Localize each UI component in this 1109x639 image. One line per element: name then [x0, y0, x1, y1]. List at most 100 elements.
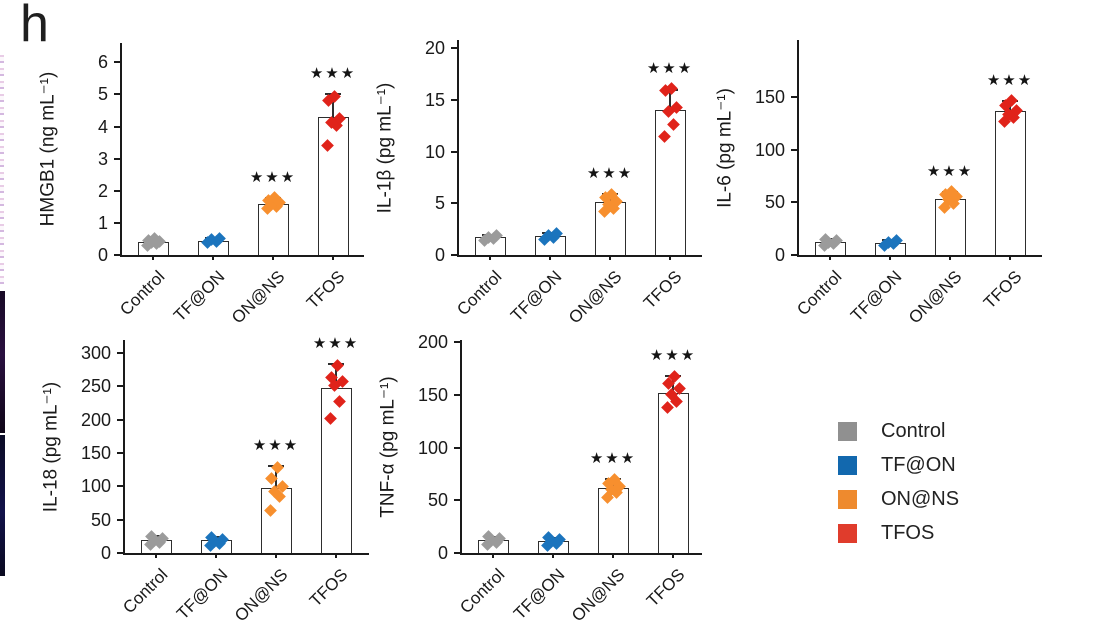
- y-axis-label: IL-1β (pg mL⁻¹): [374, 82, 396, 213]
- data-point: [330, 358, 344, 372]
- y-tick-mark: [454, 393, 460, 396]
- significance-stars: ★★★: [589, 450, 637, 468]
- x-tick-mark: [552, 553, 554, 558]
- y-tick-mark: [791, 254, 797, 256]
- plot-area: ★★★ ★★★: [451, 40, 702, 260]
- x-tick-mark: [889, 255, 891, 260]
- data-point: [270, 461, 284, 475]
- x-tick-mark: [332, 255, 334, 260]
- y-tick-label: 10: [424, 141, 445, 162]
- x-tick-mark: [215, 553, 217, 558]
- x-tick-mark: [152, 255, 154, 260]
- y-tick-label: 2: [97, 180, 108, 201]
- y-tick-label: 4: [97, 116, 108, 137]
- significance-stars: ★★★: [312, 335, 360, 353]
- y-tick-label: 50: [764, 192, 785, 213]
- x-tick-mark: [672, 553, 674, 558]
- y-tick-label: 200: [417, 332, 448, 353]
- y-tick-label: 3: [97, 148, 108, 169]
- legend-item: ON@NS: [838, 482, 959, 516]
- significance-stars: ★★★: [926, 162, 974, 180]
- y-tick-label: 20: [424, 38, 445, 59]
- y-tick-label: 100: [417, 437, 448, 458]
- y-tick-label: 5: [97, 84, 108, 105]
- bar-tfos: [320, 387, 352, 553]
- legend-swatch: [838, 421, 857, 441]
- y-tick-mark: [117, 385, 123, 388]
- x-tick-mark: [549, 255, 551, 260]
- x-tick-mark: [489, 255, 491, 260]
- adjacent-panel-fragment-middle: [0, 291, 5, 433]
- x-tick-mark: [275, 553, 277, 558]
- y-tick-mark: [454, 499, 460, 502]
- y-tick-label: 0: [434, 245, 445, 265]
- y-tick-label: 300: [80, 343, 111, 363]
- x-tick-mark: [1009, 255, 1011, 260]
- y-tick-mark: [117, 452, 123, 454]
- y-tick-mark: [114, 254, 120, 256]
- significance-stars: ★★★: [252, 437, 300, 455]
- x-tick-mark: [612, 553, 614, 558]
- y-axis-label: IL-6 (pg mL⁻¹): [714, 87, 736, 208]
- y-tick-mark: [117, 485, 123, 488]
- x-tick-mark: [492, 553, 494, 558]
- y-tick-mark: [117, 418, 123, 421]
- y-tick-mark: [114, 189, 120, 192]
- plot-area: ★★★ ★★★: [454, 340, 702, 558]
- y-tick-mark: [454, 552, 460, 554]
- y-tick-mark: [114, 157, 120, 160]
- x-tick-mark: [272, 255, 274, 260]
- y-tick-label: 0: [774, 245, 785, 265]
- plot-area: ★★★ ★★★: [117, 335, 369, 558]
- y-axis-label: HMGB1 (ng mL⁻¹): [37, 71, 59, 227]
- x-tick-mark: [212, 255, 214, 260]
- legend-item: TF@ON: [838, 448, 959, 482]
- y-tick-mark: [454, 446, 460, 449]
- y-tick-label: 200: [80, 409, 111, 430]
- y-tick-mark: [451, 47, 457, 50]
- y-tick-mark: [451, 98, 457, 101]
- y-tick-mark: [454, 341, 460, 344]
- legend-label: TFOS: [881, 521, 935, 544]
- plot-area: ★★★ ★★★: [791, 40, 1042, 260]
- significance-stars: ★★★: [646, 59, 694, 77]
- y-axis-label: TNF-α (pg mL⁻¹): [377, 375, 399, 518]
- bar-tfos: [317, 116, 349, 255]
- legend: Control TF@ON ON@NS TFOS: [838, 414, 959, 550]
- x-tick-mark: [949, 255, 951, 260]
- y-tick-label: 100: [80, 476, 111, 497]
- y-tick-mark: [791, 201, 797, 204]
- y-tick-mark: [114, 221, 120, 224]
- bar-tfos: [994, 111, 1026, 255]
- legend-label: TF@ON: [881, 453, 956, 476]
- y-tick-label: 150: [80, 443, 111, 463]
- y-tick-label: 50: [90, 509, 111, 530]
- y-tick-mark: [451, 150, 457, 153]
- y-tick-label: 150: [417, 384, 448, 405]
- y-tick-mark: [451, 202, 457, 205]
- y-tick-label: 0: [97, 245, 108, 265]
- y-tick-label: 0: [437, 543, 448, 563]
- error-bar-line: [332, 94, 334, 117]
- y-tick-mark: [114, 93, 120, 96]
- error-bar-line: [669, 89, 671, 111]
- y-tick-mark: [791, 96, 797, 99]
- y-tick-mark: [117, 352, 123, 354]
- significance-stars: ★★★: [309, 65, 357, 83]
- adjacent-panel-fragment-bottom: [0, 435, 5, 576]
- y-tick-label: 250: [80, 376, 111, 397]
- panel-label: h: [20, 0, 49, 53]
- bar-on@ns: [257, 203, 289, 255]
- significance-stars: ★★★: [986, 71, 1034, 89]
- y-tick-label: 5: [434, 193, 445, 214]
- y-tick-mark: [117, 518, 123, 521]
- y-tick-mark: [451, 254, 457, 256]
- x-tick-mark: [155, 553, 157, 558]
- y-tick-label: 1: [97, 212, 108, 233]
- y-tick-label: 150: [754, 87, 785, 108]
- y-tick-label: 0: [100, 543, 111, 563]
- legend-item: Control: [838, 414, 959, 448]
- significance-stars: ★★★: [649, 346, 697, 364]
- x-tick-mark: [669, 255, 671, 260]
